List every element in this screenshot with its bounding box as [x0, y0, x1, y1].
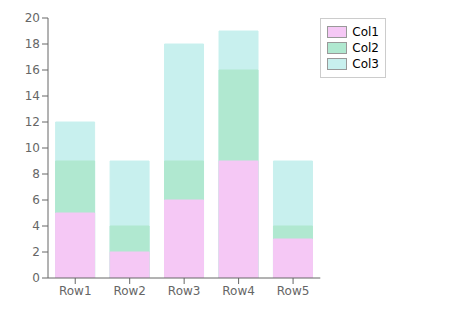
svg-text:18: 18	[25, 37, 40, 51]
html-text:Col2: Col2	[352, 41, 379, 55]
html-text:Col1: Col1	[352, 25, 379, 39]
svg-text:14: 14	[25, 89, 40, 103]
svg-text:4: 4	[32, 219, 40, 233]
svg-text:10: 10	[25, 141, 40, 155]
svg-text:Row2: Row2	[113, 284, 146, 298]
svg-text:6: 6	[32, 193, 40, 207]
svg-text:0: 0	[32, 271, 40, 285]
svg-text:2: 2	[32, 245, 40, 259]
svg-text:Row1: Row1	[59, 284, 92, 298]
svg-text:Row3: Row3	[168, 284, 201, 298]
svg-text:20: 20	[25, 11, 40, 25]
html-text:Col3: Col3	[352, 57, 379, 71]
svg-text:12: 12	[25, 115, 40, 129]
svg-text:8: 8	[32, 167, 40, 181]
svg-text:Row4: Row4	[222, 284, 255, 298]
svg-text:Row5: Row5	[277, 284, 310, 298]
svg-text:16: 16	[25, 63, 40, 77]
